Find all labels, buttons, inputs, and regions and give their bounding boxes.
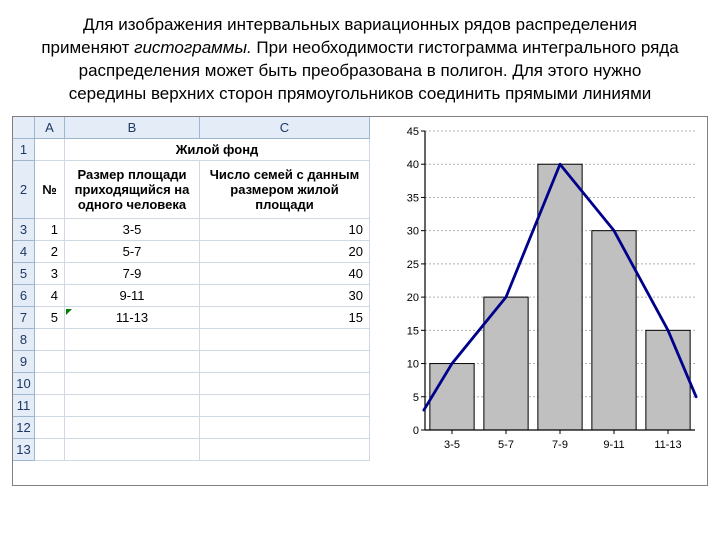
table-row: 2 № Размер площади приходящийся на одног… [13,161,370,219]
table-row: 537-940 [13,263,370,285]
cell-range[interactable]: 11-13 [65,307,200,329]
cell-a1[interactable] [35,139,65,161]
cell-count[interactable]: 10 [200,219,370,241]
empty-cell[interactable] [35,417,65,439]
empty-cell[interactable] [35,351,65,373]
corner-cell[interactable] [13,117,35,139]
empty-cell[interactable] [65,417,200,439]
svg-text:25: 25 [407,259,419,271]
col-header-a[interactable]: A [35,117,65,139]
cell-num[interactable]: 1 [35,219,65,241]
svg-text:5: 5 [413,392,419,404]
chart-region: Число семей Жилая площадь, кв.м 05101520… [370,117,707,485]
empty-cell[interactable] [200,395,370,417]
svg-text:20: 20 [407,292,419,304]
slide-caption: Для изображения интервальных вариационны… [0,0,720,116]
row-header[interactable]: 4 [13,241,35,263]
row-header[interactable]: 3 [13,219,35,241]
cell-count[interactable]: 15 [200,307,370,329]
table-row: 11 [13,395,370,417]
row-header[interactable]: 5 [13,263,35,285]
empty-cell[interactable] [200,417,370,439]
cell-num[interactable]: 2 [35,241,65,263]
row-header[interactable]: 12 [13,417,35,439]
empty-cell[interactable] [65,395,200,417]
empty-cell[interactable] [65,439,200,461]
svg-text:30: 30 [407,225,419,237]
svg-text:9-11: 9-11 [603,439,624,451]
title-cell[interactable]: Жилой фонд [65,139,370,161]
svg-text:35: 35 [407,192,419,204]
cell-num[interactable]: 5 [35,307,65,329]
table-row: 425-720 [13,241,370,263]
col-header-c[interactable]: C [200,117,370,139]
table-row: 1 Жилой фонд [13,139,370,161]
svg-text:5-7: 5-7 [498,439,514,451]
cell-num[interactable]: 3 [35,263,65,285]
cell-count[interactable]: 30 [200,285,370,307]
row-header[interactable]: 8 [13,329,35,351]
svg-text:7-9: 7-9 [552,439,568,451]
cell-count[interactable]: 20 [200,241,370,263]
row-header[interactable]: 6 [13,285,35,307]
table-row: 9 [13,351,370,373]
table-row: 12 [13,417,370,439]
row-header[interactable]: 7 [13,307,35,329]
empty-cell[interactable] [65,373,200,395]
table-row: 649-1130 [13,285,370,307]
svg-text:15: 15 [407,325,419,337]
col-header-b[interactable]: B [65,117,200,139]
empty-cell[interactable] [200,351,370,373]
table-row: 10 [13,373,370,395]
svg-text:40: 40 [407,159,419,171]
empty-cell[interactable] [200,329,370,351]
header-size[interactable]: Размер площади приходящийся на одного че… [65,161,200,219]
table-row: 8 [13,329,370,351]
empty-cell[interactable] [65,329,200,351]
svg-text:45: 45 [407,126,419,138]
svg-text:10: 10 [407,358,419,370]
row-header[interactable]: 9 [13,351,35,373]
caption-emphasis: гистограммы. [134,38,252,57]
column-header-row: A B C [13,117,370,139]
svg-text:11-13: 11-13 [654,439,681,451]
spreadsheet-table: A B C 1 Жилой фонд 2 № Размер площади пр… [13,117,370,485]
row-header[interactable]: 13 [13,439,35,461]
chart-svg: 0 5 10 15 20 25 30 35 40 45 3-5 5-7 7-9 9-11 11-13 [370,117,707,485]
empty-cell[interactable] [35,373,65,395]
error-indicator-icon[interactable] [66,309,72,315]
row-header[interactable]: 10 [13,373,35,395]
cell-range[interactable]: 7-9 [65,263,200,285]
table-row: 13 [13,439,370,461]
cell-count[interactable]: 40 [200,263,370,285]
cell-range[interactable]: 5-7 [65,241,200,263]
row-header[interactable]: 1 [13,139,35,161]
empty-cell[interactable] [35,329,65,351]
cell-range[interactable]: 3-5 [65,219,200,241]
svg-text:0: 0 [413,425,419,437]
row-header[interactable]: 11 [13,395,35,417]
empty-cell[interactable] [35,439,65,461]
row-header[interactable]: 2 [13,161,35,219]
worksheet-region: A B C 1 Жилой фонд 2 № Размер площади пр… [12,116,708,486]
empty-cell[interactable] [200,439,370,461]
empty-cell[interactable] [35,395,65,417]
empty-cell[interactable] [200,373,370,395]
header-count[interactable]: Число семей с данным размером жилой площ… [200,161,370,219]
header-num[interactable]: № [35,161,65,219]
empty-cell[interactable] [65,351,200,373]
svg-text:3-5: 3-5 [444,439,460,451]
cell-num[interactable]: 4 [35,285,65,307]
table-row: 313-510 [13,219,370,241]
cell-range[interactable]: 9-11 [65,285,200,307]
